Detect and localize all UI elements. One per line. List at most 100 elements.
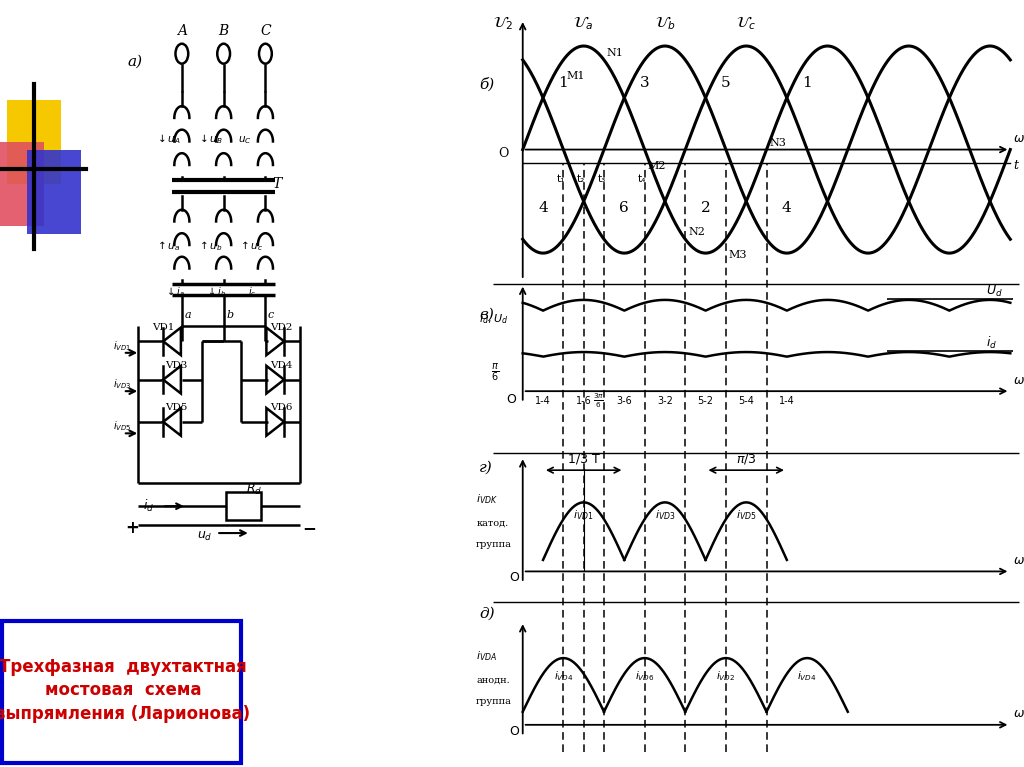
Text: $\omega t$: $\omega t$ [1013, 707, 1024, 720]
Bar [7, 100, 61, 184]
Polygon shape [266, 408, 284, 436]
Text: $i_{VDA}$: $i_{VDA}$ [476, 650, 498, 663]
Text: 1-4: 1-4 [779, 397, 795, 407]
Text: a: a [184, 311, 190, 321]
Text: $\mathcal{U}_a$: $\mathcal{U}_a$ [573, 14, 594, 31]
Text: $\mathcal{U}_c$: $\mathcal{U}_c$ [736, 14, 757, 31]
Polygon shape [266, 366, 284, 393]
Text: $i_{VD1}$: $i_{VD1}$ [113, 339, 131, 353]
Text: группа: группа [476, 697, 512, 706]
Text: Трехфазная  двухтактная
мостовая  схема
выпрямления (Ларионова): Трехфазная двухтактная мостовая схема вы… [0, 657, 251, 723]
Text: c: c [268, 311, 274, 321]
Text: $i_d$: $i_d$ [986, 334, 996, 351]
Text: $u_C$: $u_C$ [239, 134, 252, 146]
Text: O: O [506, 393, 516, 406]
Text: t: t [1013, 159, 1018, 172]
Text: 1: 1 [558, 77, 568, 91]
Text: 1: 1 [802, 77, 812, 91]
Text: $\uparrow u_c$: $\uparrow u_c$ [239, 239, 263, 253]
Text: группа: группа [476, 540, 512, 549]
Text: анодн.: анодн. [476, 676, 510, 685]
Bar [0, 142, 44, 226]
Text: д): д) [479, 607, 495, 621]
Text: VD6: VD6 [270, 403, 293, 413]
Text: N2: N2 [688, 227, 705, 238]
Text: $i_d$: $i_d$ [142, 498, 154, 514]
Text: O: O [509, 571, 519, 584]
Text: VD4: VD4 [270, 361, 293, 370]
Text: $u_d$: $u_d$ [197, 529, 212, 542]
Text: $\downarrow i_b$: $\downarrow i_b$ [207, 285, 227, 299]
Text: в): в) [479, 308, 494, 321]
Text: 1/3 T: 1/3 T [567, 453, 599, 466]
Text: $\mathcal{U}_2$: $\mathcal{U}_2$ [493, 14, 513, 31]
Text: $\uparrow u_a$: $\uparrow u_a$ [155, 239, 180, 253]
Text: $i_{VD1}$: $i_{VD1}$ [573, 508, 594, 522]
Bar [27, 150, 81, 234]
Text: M2: M2 [647, 161, 666, 171]
Text: а): а) [128, 54, 143, 68]
Text: $i_{VD2}$: $i_{VD2}$ [716, 669, 735, 683]
Text: M1: M1 [566, 71, 585, 81]
Text: 3-2: 3-2 [657, 397, 673, 407]
Text: г): г) [479, 461, 493, 475]
Text: N3: N3 [769, 138, 786, 148]
Text: T: T [272, 177, 282, 191]
Text: −: − [302, 519, 316, 537]
Text: $\omega t$: $\omega t$ [1013, 132, 1024, 145]
Text: катод.: катод. [476, 518, 508, 528]
Text: $\frac{\pi}{6}$: $\frac{\pi}{6}$ [492, 361, 500, 383]
Text: 4: 4 [782, 201, 792, 215]
Text: M3: M3 [729, 250, 748, 261]
Text: 6: 6 [620, 201, 629, 215]
Text: $R_d$: $R_d$ [246, 482, 262, 496]
Polygon shape [163, 408, 181, 436]
Bar [2, 621, 241, 763]
Text: 4: 4 [539, 201, 548, 215]
Text: t₃: t₃ [597, 174, 605, 184]
Text: VD5: VD5 [165, 403, 187, 413]
Text: $i_{VD3}$: $i_{VD3}$ [654, 508, 675, 522]
Text: $i_c$: $i_c$ [248, 285, 257, 299]
Text: $\downarrow i_a$: $\downarrow i_a$ [165, 285, 185, 299]
Text: +: + [125, 519, 139, 537]
Text: 3: 3 [640, 77, 649, 91]
Text: $\mathcal{U}_b$: $\mathcal{U}_b$ [654, 14, 676, 31]
Text: VD3: VD3 [165, 361, 187, 370]
Text: A: A [177, 24, 186, 38]
Text: VD1: VD1 [153, 323, 175, 332]
Bar [226, 492, 260, 520]
Text: t₂: t₂ [578, 174, 586, 184]
Text: $i_{VD4}$: $i_{VD4}$ [554, 669, 573, 683]
Text: $\omega t$: $\omega t$ [1013, 374, 1024, 387]
Text: VD2: VD2 [270, 323, 293, 332]
Text: 5: 5 [721, 77, 731, 91]
Polygon shape [163, 328, 181, 355]
Text: $i_{VD5}$: $i_{VD5}$ [113, 420, 131, 433]
Text: $\uparrow u_b$: $\uparrow u_b$ [197, 239, 222, 253]
Polygon shape [163, 366, 181, 393]
Text: $U_d$: $U_d$ [986, 285, 1002, 299]
Text: $\frac{3\pi}{6}$: $\frac{3\pi}{6}$ [593, 392, 604, 410]
Text: t₄: t₄ [638, 174, 646, 184]
Text: C: C [260, 24, 270, 38]
Text: 2: 2 [700, 201, 711, 215]
Text: б): б) [479, 77, 495, 91]
Text: O: O [509, 725, 519, 738]
Text: $i_{VD5}$: $i_{VD5}$ [736, 508, 757, 522]
Text: $\pi/3$: $\pi/3$ [736, 452, 757, 466]
Text: 5-4: 5-4 [738, 397, 754, 407]
Text: 1-4: 1-4 [536, 397, 551, 407]
Text: $i_d, U_d$: $i_d, U_d$ [479, 312, 508, 326]
Text: $i_{VDK}$: $i_{VDK}$ [476, 492, 498, 506]
Text: $i_{VD4}$: $i_{VD4}$ [798, 669, 817, 683]
Text: B: B [218, 24, 228, 38]
Text: 3-6: 3-6 [616, 397, 632, 407]
Text: $\downarrow u_A$: $\downarrow u_A$ [155, 132, 180, 146]
Text: O: O [498, 147, 509, 160]
Text: 1-6: 1-6 [575, 397, 592, 407]
Text: N1: N1 [607, 48, 624, 58]
Text: $i_{VD3}$: $i_{VD3}$ [113, 377, 131, 391]
Text: $\omega t$: $\omega t$ [1013, 554, 1024, 567]
Text: t₁: t₁ [557, 174, 565, 184]
